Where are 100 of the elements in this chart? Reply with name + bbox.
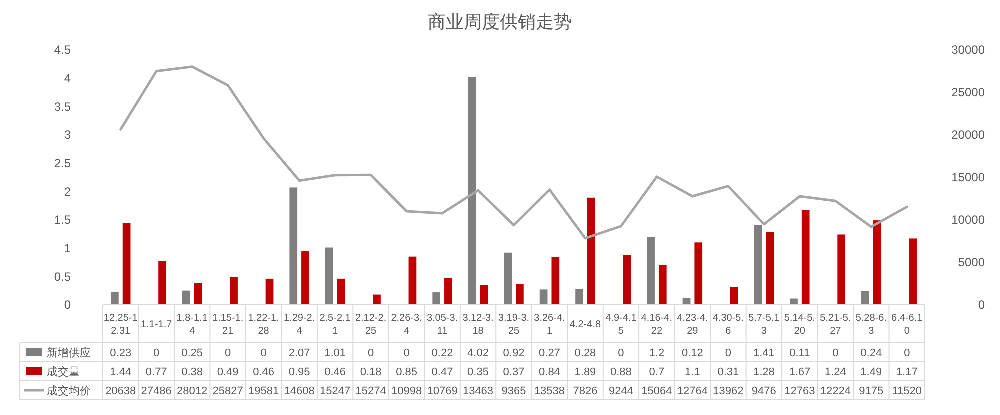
data-label: 0.95 [288, 366, 310, 378]
x-tick-label: 1.22-1.28 [248, 313, 280, 337]
x-tick-label: 3.05-3.11 [426, 313, 458, 337]
bar [694, 242, 703, 305]
y2-tick-label: 20000 [952, 128, 986, 142]
data-label: 25827 [212, 385, 244, 398]
x-tick-label: 1.15-1.21 [212, 313, 244, 337]
data-label: 13538 [534, 385, 566, 398]
y2-tick-label: 25000 [952, 86, 986, 100]
data-label: 1.28 [753, 366, 775, 378]
data-label: 0 [725, 347, 732, 360]
x-tick-label: 3.19-3.25 [498, 313, 530, 337]
y-tick-label: 2 [64, 184, 72, 199]
data-label: 0.46 [324, 366, 346, 378]
x-tick-label: 4.16-4.22 [641, 313, 673, 337]
data-label: 10998 [391, 385, 422, 398]
y-tick-label: 2.5 [54, 156, 72, 171]
bar [444, 278, 452, 305]
data-label: 0.88 [610, 366, 632, 378]
data-label: 15064 [642, 385, 672, 398]
x-tick-label: 4.30-5.6 [712, 313, 744, 337]
data-label: 1.67 [789, 366, 811, 378]
data-label: 1.44 [110, 366, 132, 378]
x-tick-label: 2.26-3.4 [391, 313, 422, 337]
x-tick-label: 4.2-4.8 [570, 320, 602, 330]
data-label: 15247 [320, 385, 351, 398]
chart-title: 商业周度供销走势 [428, 12, 572, 32]
data-label: 11520 [892, 385, 922, 398]
data-label: 13962 [713, 385, 744, 398]
bar [730, 287, 738, 305]
data-label: 0.46 [253, 366, 275, 378]
data-label: 1.49 [860, 366, 882, 378]
bar [194, 283, 202, 305]
data-label: 0.25 [182, 347, 204, 360]
bar [802, 210, 810, 305]
x-tick-label: 12.25-12.31 [104, 313, 138, 337]
data-label: 27486 [141, 385, 172, 398]
data-label: 0.47 [432, 366, 454, 378]
data-label: 0.84 [539, 366, 560, 378]
legend-label: 成交均价 [47, 384, 91, 398]
bar [909, 238, 917, 305]
y-tick-label: 1.5 [54, 213, 72, 228]
y-tick-label: 4 [64, 72, 72, 86]
data-label: 13463 [462, 385, 494, 398]
bar [754, 225, 762, 305]
bar [838, 234, 846, 305]
data-label: 1.1 [685, 366, 700, 378]
bar [790, 298, 798, 305]
data-label: 9175 [859, 385, 884, 398]
x-tick-label: 4.9-4.15 [606, 313, 638, 337]
bar [623, 255, 632, 305]
data-label: 0.37 [503, 366, 525, 378]
data-label: 7826 [573, 385, 598, 398]
legend-label: 新增供应 [47, 346, 91, 360]
y2-tick-label: 0 [978, 298, 986, 312]
data-label: 0.28 [574, 347, 596, 360]
data-label: 1.89 [574, 366, 596, 378]
bar [266, 278, 274, 305]
x-tick-label: 3.12-3.18 [462, 313, 494, 337]
data-label: 4.02 [468, 347, 489, 360]
data-label: 9244 [608, 385, 634, 398]
data-label: 0.12 [682, 347, 704, 360]
legend-label: 成交量 [47, 365, 80, 378]
data-label: 0.85 [396, 366, 418, 378]
data-label: 9476 [752, 385, 776, 398]
bar [158, 261, 166, 305]
data-label: 14608 [284, 385, 315, 398]
data-label: 1.24 [824, 366, 846, 378]
data-label: 12224 [820, 385, 851, 398]
bar [480, 285, 488, 305]
bar [658, 265, 667, 305]
bar [540, 290, 548, 305]
data-label: 0 [225, 347, 232, 360]
data-label: 0 [404, 347, 410, 360]
x-tick-label: 2.12-2.25 [355, 313, 387, 337]
y2-tick-label: 30000 [952, 43, 986, 58]
x-tick-label: 5.21-5.27 [820, 313, 852, 337]
data-label: 1.01 [324, 347, 346, 360]
line-series [120, 66, 908, 240]
x-tick-label: 1.8-1.14 [176, 313, 208, 337]
bar [290, 188, 298, 305]
data-label: 0.92 [503, 347, 525, 360]
bar [182, 290, 190, 305]
data-label: 0.35 [468, 366, 489, 378]
data-label: 2.07 [288, 347, 310, 360]
data-label: 0.22 [432, 347, 454, 360]
bar [325, 248, 334, 305]
data-label: 20638 [106, 385, 136, 398]
data-label: 28012 [177, 385, 208, 398]
x-tick-label: 5.28-6.3 [856, 313, 887, 337]
x-tick-label: 1.29-2.4 [284, 313, 316, 337]
bar [373, 294, 381, 305]
data-label: 0.31 [718, 366, 740, 378]
data-label: 12763 [784, 385, 816, 398]
data-label: 0 [904, 347, 910, 360]
data-label: 0.7 [649, 366, 665, 378]
data-label: 0 [154, 347, 160, 360]
y2-tick-label: 5000 [958, 256, 986, 270]
x-tick-label: 5.7-5.13 [748, 313, 780, 337]
x-tick-label: 5.14-5.20 [784, 313, 816, 337]
